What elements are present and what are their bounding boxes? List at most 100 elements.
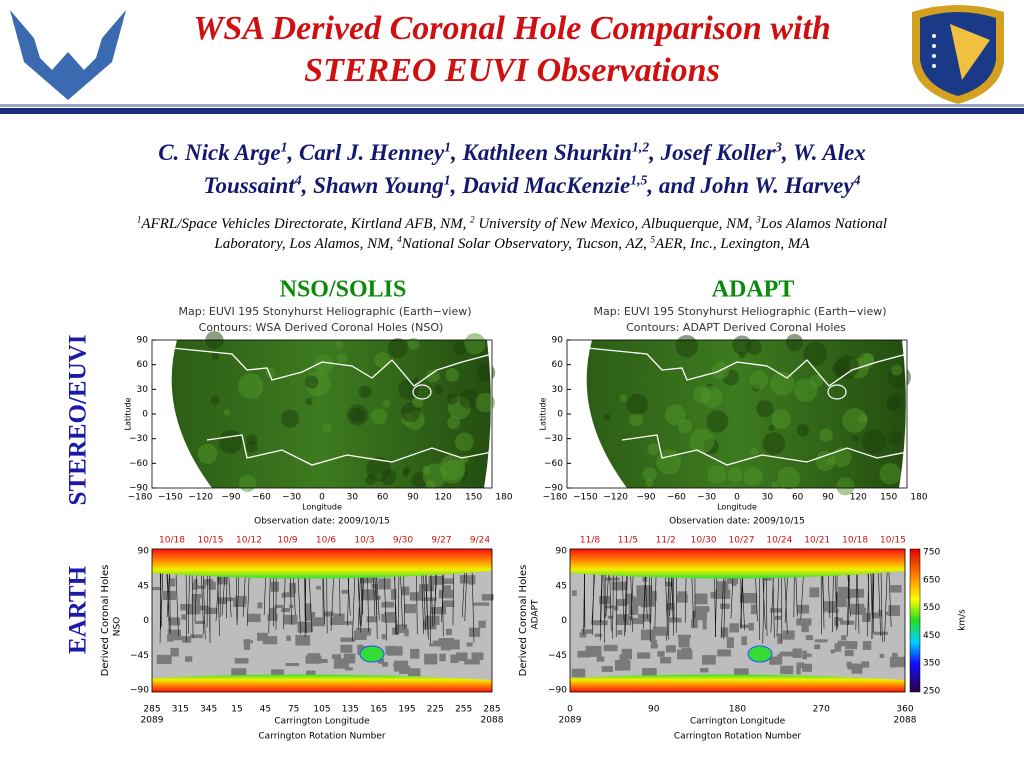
ch-texture	[473, 602, 490, 606]
map-texture	[815, 451, 836, 472]
ch-band-bottom	[570, 674, 905, 692]
y-tick-label: 30	[552, 385, 564, 395]
map-texture	[677, 418, 693, 434]
ch-trace	[831, 570, 834, 633]
segment: , Josef Koller	[648, 140, 776, 165]
ch-texture	[796, 618, 812, 626]
panel-heading: ADAPT	[712, 277, 795, 303]
ch-texture	[447, 639, 460, 650]
ch-trace	[159, 570, 162, 627]
x-tick-label: 345	[200, 705, 217, 715]
ch-trace	[166, 570, 170, 622]
ch-trace	[762, 570, 765, 644]
colorbar	[909, 548, 921, 693]
ch-texture	[605, 605, 614, 609]
ch-texture	[834, 643, 842, 652]
ch-texture	[879, 653, 885, 658]
x-tick-label: 120	[435, 493, 452, 503]
ch-texture	[890, 585, 902, 593]
map-texture	[314, 354, 334, 375]
ch-texture	[286, 635, 291, 641]
ch-trace	[878, 570, 881, 637]
ch-trace	[242, 570, 246, 617]
ch-texture	[329, 617, 345, 625]
map-texture	[738, 351, 746, 359]
ch-texture	[726, 577, 739, 584]
ch-texture	[796, 604, 810, 614]
ch-trace	[268, 570, 271, 634]
ch-texture	[384, 612, 396, 623]
ch-texture	[838, 586, 848, 596]
ch-trace	[376, 570, 380, 621]
ch-texture	[438, 637, 455, 644]
ch-texture	[190, 634, 204, 639]
ch-texture	[792, 648, 802, 658]
ch-texture	[617, 630, 623, 635]
header-rule-light	[0, 104, 1024, 107]
ch-texture	[741, 624, 749, 628]
ch-texture	[440, 578, 454, 584]
date-label: 9/30	[393, 536, 413, 546]
ch-texture	[638, 614, 651, 622]
date-label: 10/30	[691, 536, 717, 546]
ch-trace	[836, 570, 838, 631]
ch-texture	[660, 656, 672, 664]
ch-texture	[464, 659, 480, 665]
ch-texture	[632, 617, 644, 625]
map-texture	[746, 339, 762, 355]
y-tick-label: −90	[129, 484, 148, 494]
ch-texture	[208, 581, 216, 590]
ch-trace	[880, 570, 883, 642]
ch-trace	[872, 570, 875, 633]
ch-texture	[381, 633, 386, 640]
ch-texture	[430, 606, 447, 615]
x-tick-label: −120	[188, 493, 213, 503]
ch-texture	[262, 636, 278, 645]
title-line: STEREO EUVI Observations	[304, 52, 720, 89]
map-texture	[768, 424, 775, 432]
ch-texture	[836, 617, 843, 621]
ch-trace	[668, 570, 670, 640]
segment: Laboratory, Los Alamos, NM,	[213, 236, 397, 252]
superscript: 1	[137, 214, 142, 224]
ch-trace	[461, 570, 465, 618]
ch-texture	[340, 637, 356, 642]
ch-texture	[404, 628, 409, 637]
ch-texture	[678, 637, 690, 648]
x-tick-label: −120	[603, 493, 628, 503]
segment: , Carl J. Henney	[287, 140, 445, 165]
ch-trace	[347, 570, 350, 626]
y-tick-label: 60	[552, 360, 564, 370]
ch-trace	[297, 570, 301, 634]
x-tick-label: −60	[252, 493, 271, 503]
ch-texture	[410, 648, 420, 659]
y-tick-label: 60	[137, 360, 149, 370]
ch-texture	[393, 662, 408, 668]
date-label: 11/5	[618, 536, 638, 546]
ch-texture	[167, 629, 182, 640]
ch-trace	[326, 570, 328, 634]
date-label: 11/8	[580, 536, 600, 546]
y-tick-label: −30	[129, 434, 148, 444]
x-tick-label: 15	[231, 705, 242, 715]
y-tick-label: −45	[130, 651, 149, 661]
map-texture	[336, 352, 348, 364]
ch-trace	[870, 570, 873, 617]
map-texture	[434, 384, 444, 394]
ch-texture	[748, 622, 754, 631]
map-texture	[237, 373, 264, 399]
ch-texture	[657, 651, 665, 657]
ch-texture	[619, 654, 629, 665]
ch-texture	[848, 588, 865, 598]
ch-trace	[643, 570, 646, 618]
ch-texture	[247, 613, 261, 623]
ch-trace	[471, 570, 475, 643]
ch-texture	[395, 624, 408, 633]
ch-texture	[594, 633, 602, 637]
ch-trace	[308, 570, 313, 632]
ch-texture	[169, 617, 181, 626]
superscript: 1	[444, 172, 451, 187]
ch-texture	[571, 668, 586, 678]
ch-texture	[614, 659, 631, 671]
